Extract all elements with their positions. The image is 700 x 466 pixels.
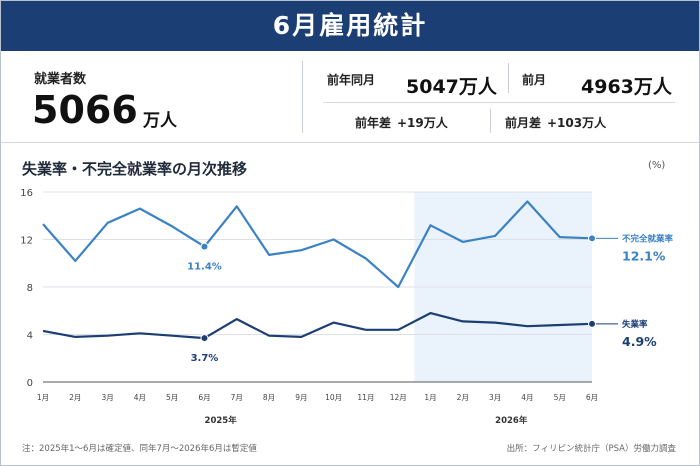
end-point (588, 319, 596, 328)
x-tick-label: 4月 (134, 393, 146, 402)
source-note: 出所：フィリピン統計庁（PSA）労働力調査 (506, 444, 676, 454)
x-tick-label: 8月 (263, 393, 275, 402)
data-label: 3.7% (191, 353, 219, 364)
x-tick-label: 2月 (457, 393, 469, 402)
employed-unit: 万人 (143, 111, 177, 131)
x-tick-label: 2月 (69, 393, 81, 402)
stats-panel: 就業者数 5066 万人 前年同月 5047万人 前月 4963万人 前年差 +… (1, 51, 699, 143)
series-label: 失業率 (622, 319, 648, 330)
data-label: 11.4% (187, 262, 222, 273)
yoy-value: +19万人 (397, 116, 448, 130)
x-tick-label: 9月 (295, 393, 307, 402)
x-tick-label: 11月 (357, 393, 374, 402)
x-tick-label: 3月 (101, 393, 113, 402)
prev-year-value: 5047万人 (406, 76, 497, 98)
employed-value: 5066 (32, 88, 138, 132)
x-tick-label: 12月 (390, 393, 407, 402)
y-tick-label: 0 (27, 378, 33, 389)
stats-divider-small (508, 63, 509, 93)
page-title: 6月雇用統計 (1, 1, 699, 51)
stats-separator (323, 102, 675, 103)
prev-month-label: 前月 (522, 73, 547, 87)
x-tick-label: 6月 (586, 393, 598, 402)
series-line-1 (42, 312, 593, 340)
x-tick-label: 1月 (424, 393, 436, 402)
y-tick-label: 12 (20, 236, 33, 247)
prev-year-label: 前年同月 (327, 73, 376, 87)
x-tick-label: 10月 (325, 393, 342, 402)
y-unit-label: (%) (648, 160, 666, 171)
x-tick-label: 7月 (231, 393, 243, 402)
mom-value: +103万人 (547, 116, 607, 130)
y-tick-label: 8 (27, 283, 33, 294)
prev-month-value: 4963万人 (581, 76, 672, 98)
chart-title: 失業率・不完全就業率の月次推移 (22, 160, 248, 178)
series-line-0 (42, 200, 593, 289)
stats-divider-small-2 (490, 109, 491, 133)
employed-label: 就業者数 (34, 72, 87, 87)
x-tick-label: 4月 (521, 393, 533, 402)
mom-label: 前月差 (505, 116, 542, 130)
series-label: 不完全就業率 (622, 233, 674, 244)
year-label-2026: 2026年 (495, 415, 528, 426)
series-end-value: 4.9% (622, 334, 657, 349)
x-tick-label: 5月 (554, 393, 566, 402)
y-tick-label: 16 (20, 188, 33, 199)
footnote: 注：2025年1～6月は確定値、同年7月～2026年6月は暫定値 (22, 444, 257, 454)
x-tick-label: 3月 (489, 393, 501, 402)
yoy-label: 前年差 (355, 116, 392, 130)
x-tick-label: 5月 (166, 393, 178, 402)
x-tick-label: 6月 (198, 393, 210, 402)
year-label-2025: 2025年 (205, 415, 238, 426)
y-tick-label: 4 (27, 331, 33, 342)
annotation-point (200, 242, 209, 251)
x-tick-label: 1月 (37, 393, 49, 402)
stats-divider (302, 61, 303, 133)
annotation-point (200, 334, 209, 343)
series-end-value: 12.1% (622, 248, 666, 263)
end-point (588, 234, 596, 243)
